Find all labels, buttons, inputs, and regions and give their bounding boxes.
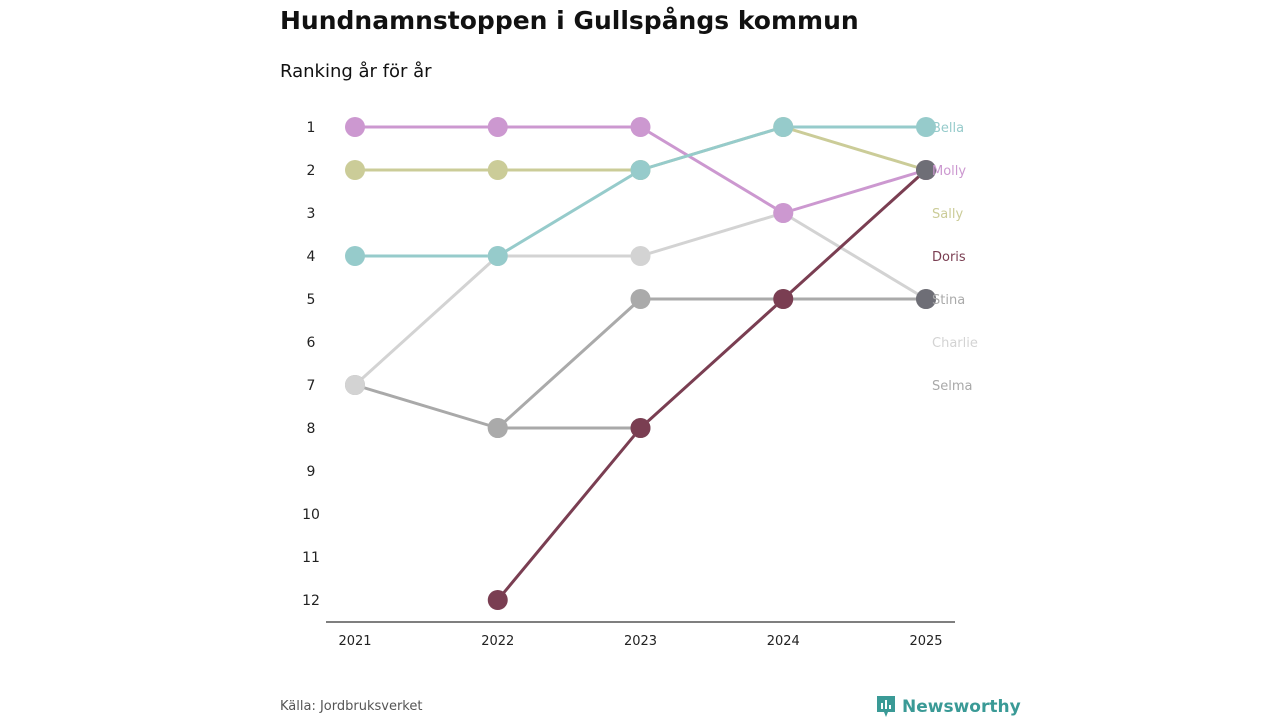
data-point: [487, 117, 508, 137]
x-tick-label: 2024: [767, 634, 800, 649]
chart-subtitle: Ranking år för år: [280, 61, 432, 82]
x-tick-label: 2025: [909, 634, 942, 649]
data-point: [345, 160, 365, 180]
end-label-selma: Selma: [932, 379, 973, 394]
x-axis-ticks: 2021 2022 2023 2024 2025: [338, 634, 942, 649]
end-label-bella: Bella: [932, 121, 964, 136]
data-point: [630, 117, 651, 137]
data-point: [345, 117, 365, 137]
series-lines: [353, 125, 928, 601]
data-point: [773, 117, 794, 137]
overlap-marker: [916, 160, 936, 180]
data-point: [487, 418, 508, 438]
end-labels: Bella Molly Sally Doris Stina Charlie Selma: [932, 121, 978, 394]
y-tick-label: 9: [307, 464, 316, 480]
end-label-stina: Stina: [932, 293, 965, 308]
y-tick-label: 5: [307, 292, 316, 308]
data-point: [487, 590, 508, 610]
series-points: [345, 117, 936, 610]
data-point: [773, 289, 794, 309]
y-tick-label: 8: [307, 421, 316, 437]
y-tick-label: 4: [307, 249, 316, 265]
y-tick-label: 12: [302, 593, 320, 609]
data-point: [345, 375, 365, 395]
data-point: [630, 160, 651, 180]
y-tick-label: 7: [307, 378, 316, 394]
brand-logo[interactable]: Newsworthy: [876, 695, 1021, 719]
data-point: [630, 418, 651, 438]
data-point: [345, 246, 365, 266]
end-label-doris: Doris: [932, 250, 966, 265]
y-tick-label: 6: [307, 335, 316, 351]
y-tick-label: 11: [302, 550, 320, 566]
overlap-marker: [916, 289, 936, 309]
series-line: [496, 297, 926, 430]
data-point: [916, 117, 936, 137]
y-tick-label: 10: [302, 507, 320, 523]
end-label-charlie: Charlie: [932, 336, 978, 351]
data-point: [773, 203, 794, 223]
x-tick-label: 2023: [624, 634, 657, 649]
series-line: [496, 168, 928, 601]
source-note: Källa: Jordbruksverket: [280, 699, 423, 714]
data-point: [630, 289, 651, 309]
x-tick-label: 2022: [481, 634, 514, 649]
x-tick-label: 2021: [338, 634, 371, 649]
data-point: [487, 160, 508, 180]
end-label-sally: Sally: [932, 207, 963, 222]
end-label-molly: Molly: [932, 164, 966, 179]
y-tick-label: 3: [307, 206, 316, 222]
y-tick-label: 1: [307, 120, 316, 136]
chart-title: Hundnamnstoppen i Gullspångs kommun: [280, 6, 859, 35]
data-point: [630, 246, 651, 266]
y-tick-label: 2: [307, 163, 316, 179]
brand-name: Newsworthy: [902, 697, 1021, 717]
data-point: [487, 246, 508, 266]
newsworthy-icon: [877, 696, 895, 717]
series-line: [355, 125, 926, 258]
